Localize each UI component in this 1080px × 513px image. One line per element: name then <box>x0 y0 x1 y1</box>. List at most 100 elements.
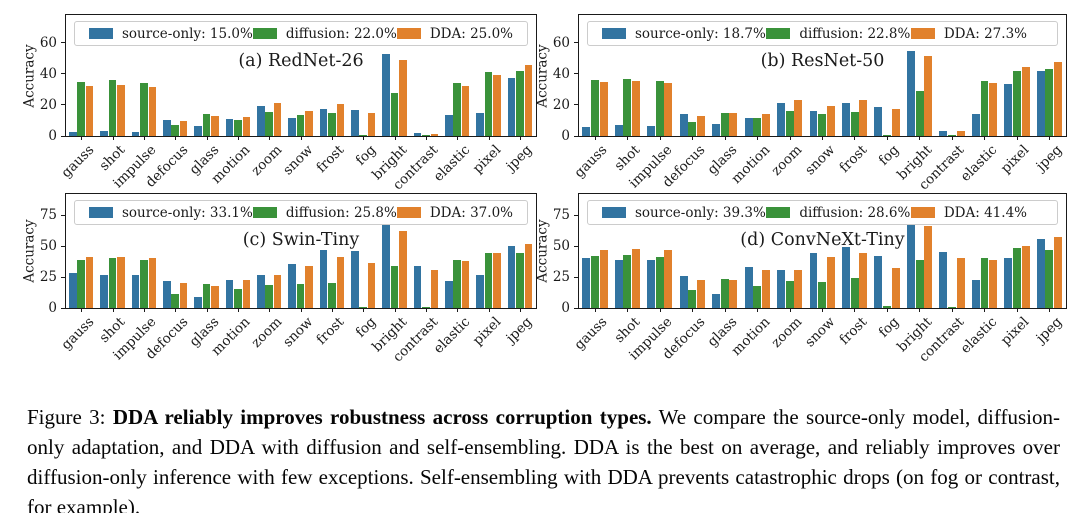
bar-DDA <box>493 252 501 308</box>
bar-DDA <box>1054 237 1063 308</box>
caption-bold-text: DDA reliably improves robustness across … <box>112 405 652 429</box>
bar-source-only <box>777 269 785 308</box>
bar-source-only <box>476 275 485 308</box>
y-tick-label: 50 <box>39 238 57 255</box>
bar-diffusion <box>359 135 368 136</box>
x-tick-mark <box>363 136 365 140</box>
bar-DDA <box>989 259 998 308</box>
bar-source-only <box>614 259 623 308</box>
y-tick-label: 25 <box>552 269 570 286</box>
bar-diffusion <box>171 125 180 136</box>
y-tick-label: 50 <box>552 238 570 255</box>
chart-panel-rednet26: Accuracy (a) RedNet-26 source-only: 15.0… <box>22 14 537 193</box>
bar-source-only <box>971 113 980 136</box>
bar-DDA <box>461 260 470 308</box>
bar-diffusion <box>720 278 729 308</box>
bar-DDA <box>211 285 219 308</box>
bar-source-only <box>809 253 818 308</box>
bar-DDA <box>430 133 439 136</box>
bar-source-only <box>194 125 203 136</box>
x-tick-mark <box>789 308 791 312</box>
legend-swatch-DDA <box>910 207 935 218</box>
bar-source-only <box>1004 258 1013 308</box>
x-tick-mark <box>206 308 208 312</box>
bar-DDA <box>524 65 533 136</box>
bar-source-only <box>288 264 297 308</box>
bar-DDA <box>956 257 965 308</box>
bar-source-only <box>679 113 688 136</box>
bar-diffusion <box>915 91 924 136</box>
x-tick-mark <box>143 136 145 140</box>
y-tick-mark <box>61 42 66 44</box>
bar-DDA <box>430 270 439 308</box>
x-tick-mark <box>1016 308 1018 312</box>
bar-diffusion <box>140 83 148 136</box>
legend-item: DDA: 41.4% <box>910 205 1027 221</box>
bar-diffusion <box>265 111 274 136</box>
bar-source-only <box>939 252 948 308</box>
bar-source-only <box>445 115 453 136</box>
chart-title: (d) ConvNeXt-Tiny <box>740 230 905 250</box>
bar-diffusion <box>850 111 859 136</box>
y-tick-mark <box>574 276 579 278</box>
bar-source-only <box>351 251 359 308</box>
bar-DDA <box>859 252 868 308</box>
x-tick-mark <box>919 308 921 312</box>
bar-diffusion <box>202 114 211 136</box>
bar-source-only <box>809 111 818 136</box>
x-tick-mark <box>425 136 427 140</box>
bar-DDA <box>367 262 376 308</box>
bar-DDA <box>148 257 157 308</box>
bar-DDA <box>273 103 282 136</box>
bar-diffusion <box>980 80 989 136</box>
bar-source-only <box>744 118 753 136</box>
bar-DDA <box>117 256 125 308</box>
chart-title: (a) RedNet-26 <box>238 51 364 71</box>
legend-swatch-source-only <box>89 207 113 218</box>
legend-label: source-only: 15.0% <box>122 25 253 42</box>
x-tick-mark <box>692 136 694 140</box>
legend-label: diffusion: 25.8% <box>285 204 397 221</box>
y-tick-mark <box>574 214 579 216</box>
bar-source-only <box>1004 84 1013 136</box>
bar-source-only <box>582 126 591 136</box>
x-tick-mark <box>457 136 459 140</box>
bar-DDA <box>336 104 345 136</box>
x-tick-mark <box>519 308 521 312</box>
bar-diffusion <box>453 259 462 308</box>
bar-source-only <box>939 130 948 136</box>
bar-source-only <box>647 260 656 308</box>
x-tick-mark <box>269 308 271 312</box>
y-tick-label: 25 <box>39 269 57 286</box>
bar-diffusion <box>980 257 989 308</box>
legend-item: DDA: 27.3% <box>910 26 1027 42</box>
bar-diffusion <box>328 112 336 136</box>
bar-source-only <box>971 280 980 308</box>
bar-source-only <box>225 279 234 308</box>
legend-item: diffusion: 28.6% <box>766 205 910 221</box>
bar-source-only <box>712 124 721 136</box>
legend-item: source-only: 18.7% <box>602 26 766 42</box>
x-tick-mark <box>363 308 365 312</box>
bar-DDA <box>599 81 608 136</box>
bar-source-only <box>712 294 721 308</box>
bar-DDA <box>891 267 900 308</box>
bar-diffusion <box>484 252 493 308</box>
bar-DDA <box>493 74 501 136</box>
y-tick-label: 20 <box>39 96 57 113</box>
figure-caption: Figure 3: DDA reliably improves robustne… <box>27 402 1060 513</box>
bar-diffusion <box>108 258 117 308</box>
x-tick-mark <box>822 136 823 140</box>
bar-diffusion <box>688 290 697 308</box>
bar-diffusion <box>171 293 180 308</box>
bar-source-only <box>257 105 265 136</box>
chart-legend: source-only: 18.7% diffusion: 22.8% DDA: 2… <box>587 21 1058 46</box>
bar-DDA <box>729 112 738 136</box>
bar-DDA <box>367 112 376 136</box>
bar-diffusion <box>516 70 524 136</box>
x-tick-mark <box>394 308 396 312</box>
legend-swatch-diffusion <box>766 207 791 218</box>
chart-legend: source-only: 39.3% diffusion: 28.6% DDA: 4… <box>587 200 1058 225</box>
bar-DDA <box>696 115 705 136</box>
y-tick-mark <box>574 307 579 309</box>
